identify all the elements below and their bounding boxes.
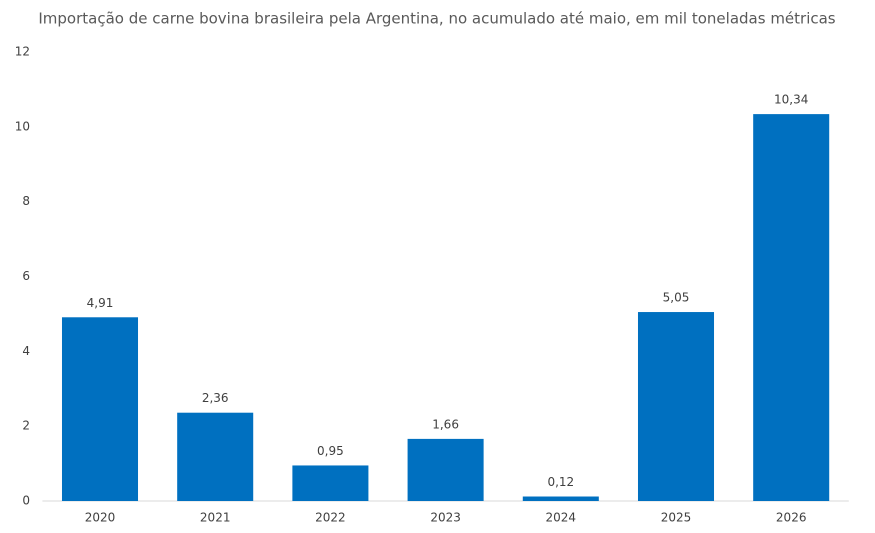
x-tick-label: 2021 — [200, 511, 231, 525]
y-tick-label: 4 — [22, 344, 30, 358]
value-label: 4,91 — [87, 296, 114, 310]
y-tick-label: 6 — [22, 269, 30, 283]
bar — [407, 438, 484, 501]
x-tick-label: 2022 — [315, 511, 346, 525]
x-tick-label: 2025 — [661, 511, 692, 525]
y-tick-label: 0 — [22, 494, 30, 508]
value-label: 2,36 — [202, 391, 229, 405]
x-tick-label: 2020 — [85, 511, 116, 525]
bar — [292, 465, 369, 501]
y-tick-label: 8 — [22, 194, 30, 208]
x-tick-label: 2026 — [776, 511, 807, 525]
value-label: 10,34 — [774, 93, 808, 107]
chart-title: Importação de carne bovina brasileira pe… — [38, 10, 835, 28]
x-tick-label: 2023 — [430, 511, 461, 525]
value-label: 0,12 — [547, 475, 574, 489]
y-tick-label: 2 — [22, 419, 30, 433]
value-label: 0,95 — [317, 444, 344, 458]
y-tick-label: 10 — [15, 119, 30, 133]
value-label: 1,66 — [432, 417, 459, 431]
bar — [522, 496, 599, 501]
bar — [753, 114, 830, 501]
bar — [177, 412, 254, 501]
bar — [637, 312, 715, 501]
bar — [61, 317, 139, 501]
x-tick-label: 2024 — [546, 511, 577, 525]
y-tick-label: 12 — [15, 45, 30, 59]
value-label: 5,05 — [663, 291, 690, 305]
